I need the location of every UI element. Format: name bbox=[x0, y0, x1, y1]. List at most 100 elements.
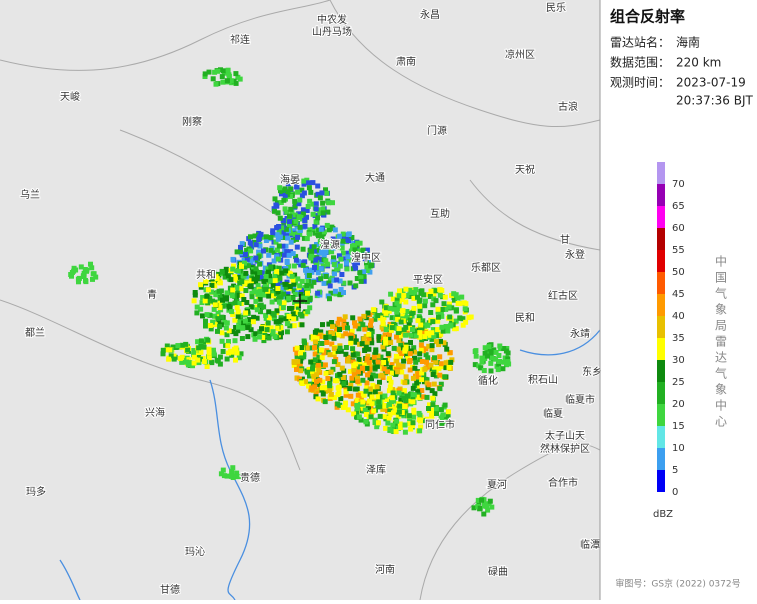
echo-cell bbox=[426, 343, 432, 349]
echo-cell bbox=[318, 276, 324, 282]
echo-cell bbox=[335, 348, 341, 354]
echo-cell bbox=[293, 309, 299, 315]
echo-cell bbox=[417, 351, 423, 357]
echo-cell bbox=[273, 319, 279, 325]
place-label: 兴海 bbox=[145, 406, 165, 419]
echo-cell bbox=[251, 314, 257, 320]
echo-cell bbox=[254, 307, 260, 313]
echo-cell bbox=[297, 376, 302, 382]
echo-cell bbox=[326, 280, 332, 286]
echo-cell bbox=[323, 187, 328, 193]
echo-cell bbox=[204, 293, 210, 299]
echo-cell bbox=[340, 231, 346, 237]
echo-cell bbox=[389, 395, 395, 401]
echo-cell bbox=[248, 278, 254, 284]
echo-cell bbox=[439, 364, 445, 370]
echo-cell bbox=[289, 273, 295, 279]
echo-cell bbox=[211, 347, 216, 353]
echo-cell bbox=[310, 201, 316, 207]
echo-cell bbox=[316, 367, 322, 373]
echo-cell bbox=[207, 323, 213, 328]
echo-cell bbox=[281, 291, 287, 297]
echo-cell bbox=[401, 327, 407, 333]
echo-cell bbox=[444, 346, 450, 352]
place-label: 大通 bbox=[365, 171, 385, 184]
echo-cell bbox=[304, 283, 310, 288]
echo-cell bbox=[352, 247, 358, 253]
echo-cell bbox=[232, 274, 238, 279]
echo-cell bbox=[282, 192, 288, 198]
echo-cell bbox=[341, 323, 347, 328]
echo-cell bbox=[212, 322, 218, 328]
echo-cell bbox=[285, 189, 291, 195]
legend-source: 气 bbox=[715, 366, 727, 381]
echo-cell bbox=[361, 336, 367, 342]
place-label: 合作市 bbox=[548, 476, 578, 489]
echo-cell bbox=[386, 376, 392, 382]
echo-cell bbox=[404, 292, 410, 298]
echo-cell bbox=[230, 329, 236, 335]
echo-cell bbox=[210, 76, 216, 82]
echo-cell bbox=[299, 278, 305, 284]
echo-cell bbox=[295, 276, 301, 282]
echo-cell bbox=[242, 260, 247, 266]
echo-cell bbox=[351, 372, 357, 378]
echo-cell bbox=[390, 296, 396, 302]
echo-cell bbox=[232, 300, 238, 306]
echo-cell bbox=[429, 343, 435, 349]
place-label: 民和 bbox=[515, 312, 535, 324]
echo-cell bbox=[295, 359, 301, 365]
echo-cell bbox=[248, 234, 253, 240]
echo-cell bbox=[315, 191, 321, 197]
echo-cell bbox=[291, 281, 297, 287]
echo-cell bbox=[400, 308, 406, 314]
echo-cell bbox=[256, 237, 262, 242]
echo-cell bbox=[329, 224, 335, 230]
echo-cell bbox=[324, 261, 330, 267]
echo-cell bbox=[424, 330, 430, 336]
echo-cell bbox=[345, 407, 351, 413]
echo-cell bbox=[315, 270, 321, 276]
echo-cell bbox=[335, 332, 341, 338]
color-bin bbox=[657, 404, 665, 426]
echo-cell bbox=[233, 357, 238, 363]
echo-cell bbox=[280, 284, 286, 290]
place-label: 碌曲 bbox=[488, 566, 508, 578]
echo-cell bbox=[334, 326, 339, 332]
echo-cell bbox=[245, 263, 251, 269]
echo-cell bbox=[238, 351, 244, 357]
legend-tick-label: 15 bbox=[672, 421, 685, 432]
echo-cell bbox=[290, 251, 296, 257]
echo-cell bbox=[364, 268, 370, 273]
echo-cell bbox=[225, 67, 231, 73]
echo-cell bbox=[365, 372, 370, 378]
echo-cell bbox=[222, 270, 228, 276]
echo-cell bbox=[460, 322, 466, 328]
echo-cell bbox=[407, 325, 413, 331]
echo-cell bbox=[309, 248, 315, 254]
echo-cell bbox=[266, 309, 272, 315]
echo-cell bbox=[292, 212, 298, 218]
echo-cell bbox=[206, 355, 212, 361]
echo-cell bbox=[334, 244, 339, 250]
echo-cell bbox=[355, 260, 360, 266]
echo-cell bbox=[376, 337, 382, 343]
echo-cell bbox=[423, 346, 429, 352]
echo-cell bbox=[199, 300, 205, 306]
echo-cell bbox=[451, 297, 457, 303]
echo-cell bbox=[364, 339, 370, 345]
echo-cell bbox=[217, 354, 223, 360]
echo-cell bbox=[308, 359, 314, 365]
echo-cell bbox=[290, 295, 296, 301]
echo-cell bbox=[451, 291, 457, 297]
echo-cell bbox=[278, 188, 283, 194]
echo-cell bbox=[390, 390, 396, 396]
echo-cell bbox=[332, 323, 338, 329]
echo-cell bbox=[279, 330, 284, 336]
echo-cell bbox=[314, 336, 320, 342]
echo-cell bbox=[380, 406, 386, 412]
echo-cell bbox=[305, 204, 311, 209]
echo-cell bbox=[305, 369, 311, 375]
echo-cell bbox=[388, 327, 394, 333]
echo-cell bbox=[223, 325, 229, 331]
